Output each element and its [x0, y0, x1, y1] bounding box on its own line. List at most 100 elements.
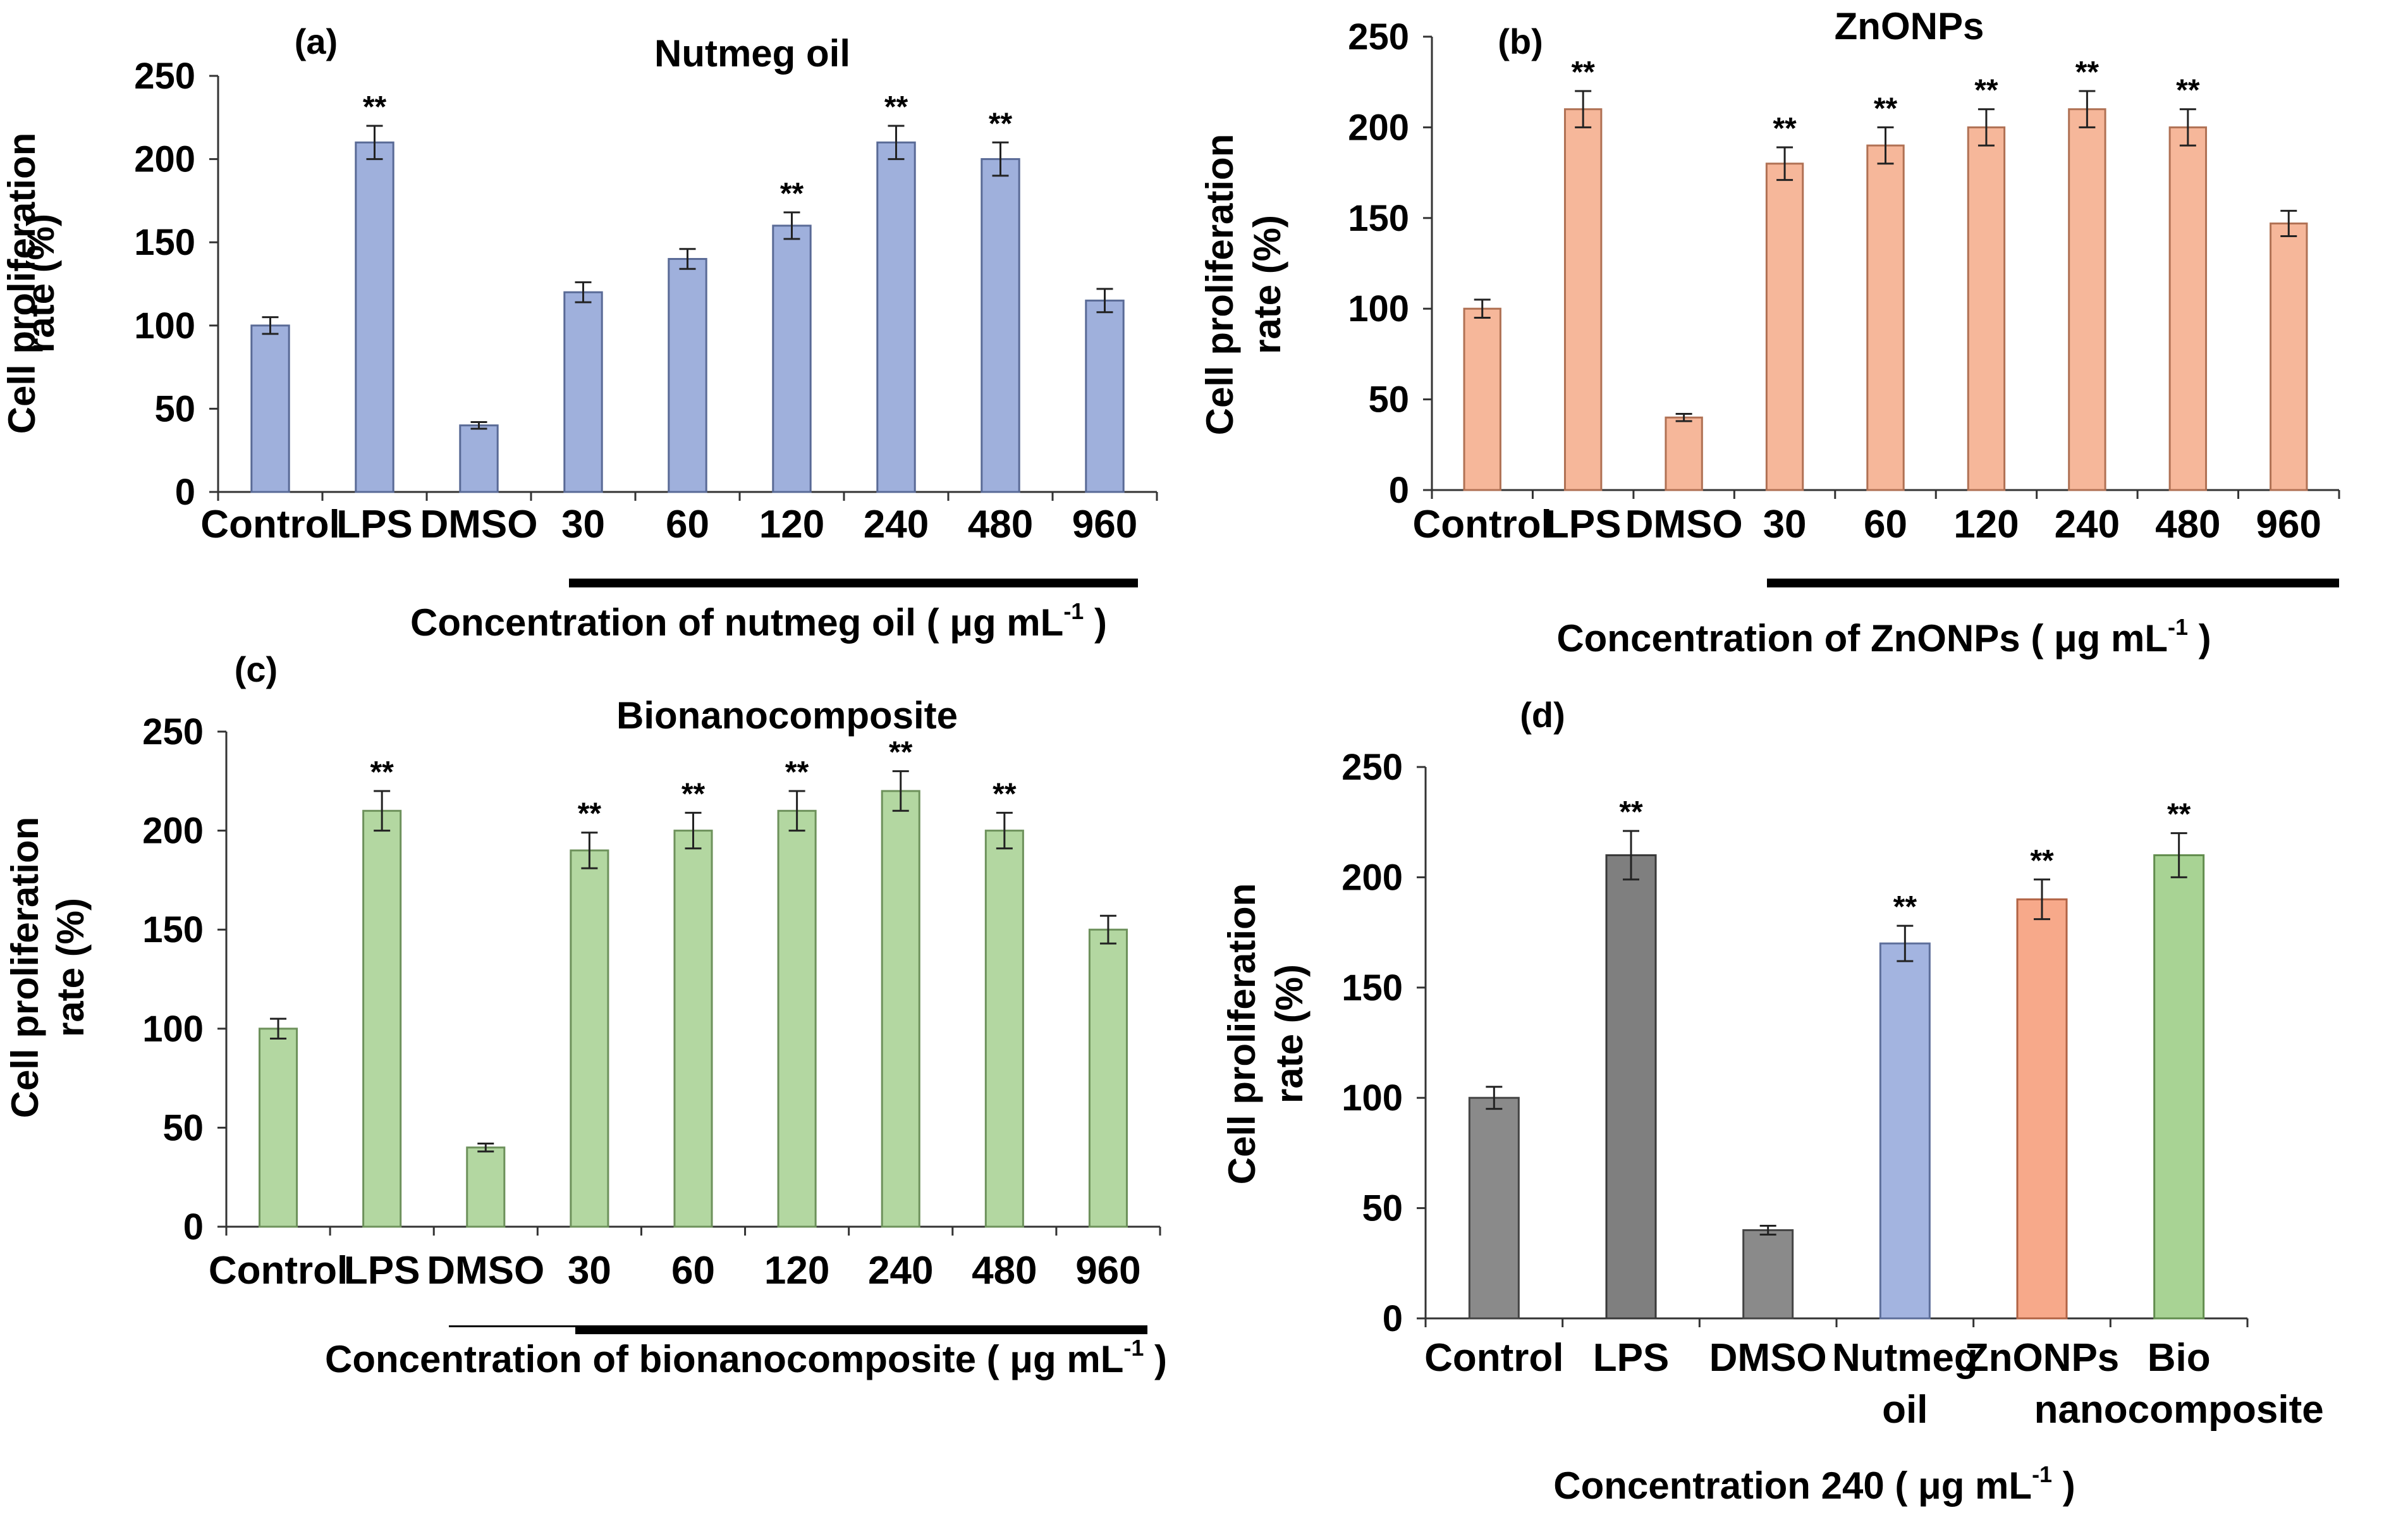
panel-c-bar: [984, 830, 1024, 1228]
panel-c-significance-label: **: [889, 736, 913, 770]
panel-c-ytick-label: 250: [142, 711, 204, 752]
panel-b-category-label: 30: [1763, 503, 1807, 546]
panel-a-category-label: 60: [666, 503, 709, 546]
panel-b-bar: [1866, 144, 1905, 491]
panel-b-title: ZnONPs: [1835, 5, 1984, 47]
panel-b-significance-label: **: [1773, 112, 1797, 145]
panel-b-bar: [2270, 222, 2308, 491]
panel-a-category-label: 120: [759, 503, 824, 546]
panel-d-xlabel-superscript: -1: [2032, 1461, 2052, 1487]
panel-d-xlabel-unit: μg mL: [1907, 1464, 2032, 1507]
panel-c-category-label: DMSO: [427, 1249, 544, 1292]
panel-b-ytick-label: 250: [1348, 16, 1409, 58]
panel-c-ytick-label: 150: [142, 909, 204, 950]
panel-b-significance-label: **: [2176, 74, 2200, 107]
panel-d-category-label: ZnONPs: [1965, 1336, 2120, 1380]
panel-a-bar: [772, 224, 812, 493]
panel-d-ytick-label: 50: [1362, 1188, 1403, 1229]
panel-c-label: (c): [235, 649, 278, 689]
panel-c-significance-label: **: [578, 797, 602, 831]
panel-c-ytick-label: 100: [142, 1009, 204, 1050]
panel-a-bar: [250, 324, 290, 493]
panel-b-category-label: Control: [1413, 503, 1552, 546]
panel-a-bar: [668, 258, 707, 493]
panel-b-significance-label: **: [2075, 56, 2099, 89]
panel-a-significance-label: **: [780, 177, 804, 211]
panel-b-significance-label: **: [1874, 92, 1898, 125]
panel-d-xlabel-paren: ): [2052, 1464, 2075, 1507]
panel-a-ytick-label: 200: [134, 139, 195, 180]
panel-c-significance-label: **: [370, 756, 394, 789]
panel-c: (c) Bionanocomposite Cell proliferation rat…: [4, 649, 1167, 1380]
panel-b-xlabel: Concentration of ZnONPs ( μg mL-1 ): [1556, 614, 2211, 660]
panel-b-significance-label: **: [1571, 56, 1595, 89]
panel-b-label: (b): [1498, 21, 1543, 61]
panel-c-xlabel-paren: (: [987, 1338, 999, 1380]
panel-b-category-label: 240: [2055, 503, 2120, 546]
panel-a-bar: [1085, 299, 1125, 493]
panel-c-xlabel-superscript: -1: [1123, 1335, 1144, 1361]
panel-d-significance-label: **: [1893, 890, 1917, 924]
panel-d-xlabel-paren: (: [1895, 1464, 1907, 1507]
panel-c-bar: [673, 830, 713, 1228]
panel-c-xlabel-paren: ): [1144, 1338, 1167, 1380]
panel-d-category-label: oil: [1882, 1388, 1928, 1432]
panel-a-bracket-line: [569, 579, 1138, 587]
panel-c-bar: [570, 849, 609, 1228]
panel-b-ytick-label: 50: [1368, 379, 1409, 420]
panel-d-ylabel-line2: rate (%): [1268, 964, 1311, 1103]
panel-b-bar: [1563, 108, 1603, 491]
panel-b-xlabel-main: Concentration of ZnONPs: [1556, 617, 2031, 660]
panel-d-category-label: nanocomposite: [2034, 1388, 2324, 1432]
panel-c-category-label: 120: [764, 1249, 829, 1292]
panel-c-significance-label: **: [681, 777, 706, 811]
panel-a-xlabel-unit: μg mL: [939, 601, 1064, 644]
panel-c-category-label: Control: [209, 1249, 348, 1292]
panel-b-bar: [1765, 163, 1804, 491]
panel-b-ylabel-line1: Cell proliferation: [1199, 134, 1241, 436]
panel-a-category-label: 240: [864, 503, 929, 546]
panel-c-category-label: 960: [1075, 1249, 1140, 1292]
panel-a-ylabel-line1: Cell proliferation: [1, 133, 43, 434]
panel-a-bar: [563, 291, 603, 493]
panel-c-title: Bionanocomposite: [616, 694, 958, 737]
panel-d-category-label: DMSO: [1709, 1336, 1827, 1380]
panel-c-xlabel-main: Concentration of bionanocomposite: [325, 1338, 987, 1380]
panel-d-significance-label: **: [2030, 844, 2054, 878]
panel-b-bar: [1967, 126, 2006, 491]
panel-c-significance-label: **: [993, 777, 1017, 811]
panel-b-ytick-label: 0: [1389, 470, 1409, 511]
panel-d-bar: [1605, 854, 1657, 1320]
panel-b-xlabel-paren: (: [2031, 617, 2043, 660]
panel-b-ytick-label: 200: [1348, 107, 1409, 148]
panel-d-bar: [1742, 1229, 1794, 1320]
panel-d-category-label: Bio: [2148, 1336, 2211, 1380]
panel-b-bar: [1665, 416, 1703, 491]
panel-c-bar: [1088, 928, 1128, 1228]
panel-a-title: Nutmeg oil: [654, 32, 850, 75]
panel-d-category-label: Nutmeg: [1832, 1336, 1978, 1380]
panel-d-bar: [2016, 898, 2068, 1320]
panel-d-category-label: LPS: [1593, 1336, 1670, 1380]
panel-a-xlabel-paren: (: [927, 601, 939, 644]
panel-c-bar: [466, 1146, 506, 1228]
panel-d-significance-label: **: [1619, 795, 1643, 829]
panel-a-category-label: 480: [968, 503, 1033, 546]
panel-d-ytick-label: 200: [1342, 857, 1403, 898]
panel-a-xlabel-paren: ): [1084, 601, 1107, 644]
panel-c-category-label: 30: [568, 1249, 611, 1292]
panel-c-ytick-label: 0: [183, 1206, 204, 1248]
panel-b-bar: [2168, 126, 2208, 491]
panel-a-ytick-label: 50: [154, 388, 195, 429]
panel-b-ytick-label: 150: [1348, 198, 1409, 239]
panel-a-xlabel-superscript: -1: [1063, 598, 1084, 624]
panel-b-category-label: LPS: [1545, 503, 1622, 546]
panel-b-category-label: 960: [2256, 503, 2321, 546]
panel-a-ytick-label: 150: [134, 222, 195, 263]
panel-a-category-label: 30: [561, 503, 605, 546]
panel-c-significance-label: **: [785, 756, 809, 789]
panel-a-bar: [876, 141, 916, 493]
panel-d-category-label: Control: [1424, 1336, 1563, 1380]
